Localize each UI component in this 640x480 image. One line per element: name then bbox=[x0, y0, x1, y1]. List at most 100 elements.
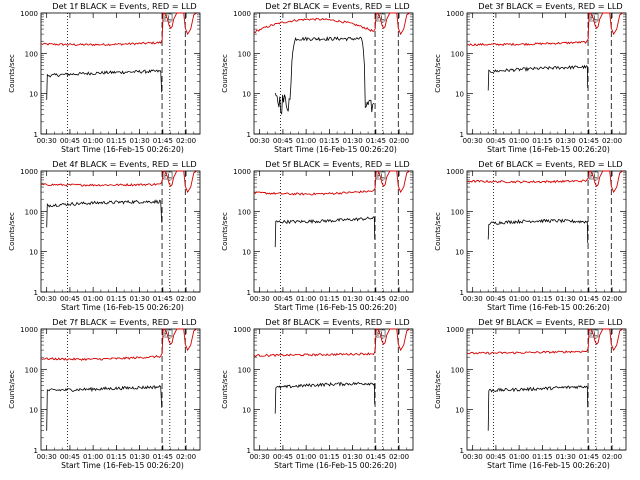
flare-flag-label: FL bbox=[590, 14, 598, 22]
x-tick-label: 00:45 bbox=[273, 137, 293, 145]
events-series-line bbox=[46, 69, 163, 100]
y-tick-label: 100 bbox=[25, 50, 38, 58]
x-tick-label: 02:00 bbox=[389, 295, 409, 303]
plot-frame bbox=[253, 170, 414, 293]
y-axis-label: Counts/sec bbox=[221, 370, 229, 409]
lld-series-line bbox=[254, 170, 411, 196]
y-tick-label: 1000 bbox=[20, 10, 38, 18]
y-axis-label: Counts/sec bbox=[8, 370, 16, 409]
y-tick-label: 100 bbox=[238, 366, 251, 374]
x-axis-label: Start Time (16-Feb-15 00:26:20) bbox=[61, 461, 184, 470]
x-tick-label: 00:45 bbox=[273, 453, 293, 461]
lld-series-line bbox=[467, 170, 624, 194]
x-axis-label: Start Time (16-Feb-15 00:26:20) bbox=[61, 145, 184, 154]
y-tick-label: 1000 bbox=[233, 326, 251, 334]
x-tick-label: 01:15 bbox=[319, 295, 339, 303]
x-axis-label: Start Time (16-Feb-15 00:26:20) bbox=[274, 461, 397, 470]
x-tick-label: 01:00 bbox=[296, 295, 316, 303]
x-tick-label: 00:45 bbox=[273, 295, 293, 303]
x-axis-label: Start Time (16-Feb-15 00:26:20) bbox=[487, 303, 610, 312]
y-axis-label: Counts/sec bbox=[221, 212, 229, 251]
x-tick-label: 00:30 bbox=[37, 295, 57, 303]
y-axis-label: Counts/sec bbox=[8, 212, 16, 251]
x-tick-label: 00:30 bbox=[250, 453, 270, 461]
flare-flag-label: FL bbox=[377, 14, 385, 22]
y-tick-label: 1000 bbox=[233, 168, 251, 176]
x-tick-label: 01:00 bbox=[509, 137, 529, 145]
plot-frame bbox=[253, 12, 414, 135]
panel-title: Det 2f BLACK = Events, RED = LLD bbox=[265, 1, 409, 11]
panel-title: Det 7f BLACK = Events, RED = LLD bbox=[52, 317, 196, 327]
panel-4: Det 4f BLACK = Events, RED = LLD Counts/s… bbox=[8, 159, 201, 312]
flare-flag-label: FL bbox=[164, 330, 172, 338]
y-tick-label: 1 bbox=[460, 131, 464, 139]
x-tick-label: 01:15 bbox=[319, 453, 339, 461]
y-tick-label: 1000 bbox=[20, 326, 38, 334]
y-axis-label: Counts/sec bbox=[434, 54, 442, 93]
x-tick-label: 01:30 bbox=[130, 137, 150, 145]
flare-flag-label: FL bbox=[164, 14, 172, 22]
panel-6: Det 6f BLACK = Events, RED = LLD Counts/s… bbox=[434, 159, 627, 312]
y-tick-label: 1 bbox=[247, 447, 251, 455]
x-tick-label: 01:00 bbox=[83, 453, 103, 461]
lld-series-line bbox=[254, 12, 411, 36]
y-tick-label: 10 bbox=[29, 407, 38, 415]
y-tick-label: 100 bbox=[238, 208, 251, 216]
events-series-line bbox=[487, 218, 589, 243]
x-axis-label: Start Time (16-Feb-15 00:26:20) bbox=[487, 145, 610, 154]
x-axis-label: Start Time (16-Feb-15 00:26:20) bbox=[61, 303, 184, 312]
lld-series-line bbox=[41, 12, 198, 47]
panel-title: Det 8f BLACK = Events, RED = LLD bbox=[265, 317, 409, 327]
y-tick-label: 1000 bbox=[446, 326, 464, 334]
y-tick-label: 10 bbox=[242, 91, 251, 99]
y-tick-label: 1 bbox=[34, 447, 38, 455]
flare-flag-label: FL bbox=[377, 172, 385, 180]
y-tick-label: 100 bbox=[451, 366, 464, 374]
y-tick-label: 10 bbox=[242, 407, 251, 415]
y-tick-label: 1 bbox=[247, 289, 251, 297]
y-tick-label: 10 bbox=[29, 249, 38, 257]
lld-series-line bbox=[41, 170, 198, 194]
plot-frame bbox=[466, 170, 627, 293]
flare-flag-label: FL bbox=[164, 172, 172, 180]
x-tick-label: 01:15 bbox=[532, 137, 552, 145]
y-tick-label: 100 bbox=[238, 50, 251, 58]
y-axis-label: Counts/sec bbox=[8, 54, 16, 93]
x-tick-label: 00:45 bbox=[60, 137, 80, 145]
y-tick-label: 100 bbox=[25, 366, 38, 374]
x-tick-label: 00:30 bbox=[37, 453, 57, 461]
flare-flag-label: FL bbox=[377, 330, 385, 338]
events-series-line bbox=[46, 384, 163, 431]
x-tick-label: 01:45 bbox=[366, 137, 386, 145]
x-tick-label: 00:45 bbox=[486, 137, 506, 145]
panel-3: Det 3f BLACK = Events, RED = LLD Counts/s… bbox=[434, 1, 627, 154]
panel-title: Det 4f BLACK = Events, RED = LLD bbox=[52, 159, 196, 169]
x-tick-label: 01:45 bbox=[579, 137, 599, 145]
x-tick-label: 01:00 bbox=[509, 295, 529, 303]
panel-5: Det 5f BLACK = Events, RED = LLD Counts/s… bbox=[221, 159, 414, 312]
x-tick-label: 00:30 bbox=[463, 295, 483, 303]
x-tick-label: 02:00 bbox=[176, 137, 196, 145]
y-tick-label: 1000 bbox=[233, 10, 251, 18]
x-tick-label: 02:00 bbox=[602, 137, 622, 145]
y-tick-label: 1 bbox=[34, 131, 38, 139]
panel-2: Det 2f BLACK = Events, RED = LLD Counts/s… bbox=[221, 1, 414, 154]
plot-frame bbox=[466, 328, 627, 451]
x-tick-label: 02:00 bbox=[389, 137, 409, 145]
x-tick-label: 01:30 bbox=[343, 453, 363, 461]
y-tick-label: 100 bbox=[451, 50, 464, 58]
y-tick-label: 10 bbox=[455, 91, 464, 99]
x-tick-label: 01:15 bbox=[319, 137, 339, 145]
y-axis-label: Counts/sec bbox=[221, 54, 229, 93]
plot-frame bbox=[40, 170, 201, 293]
lld-series-line bbox=[41, 328, 198, 362]
x-axis-label: Start Time (16-Feb-15 00:26:20) bbox=[487, 461, 610, 470]
x-tick-label: 01:00 bbox=[83, 295, 103, 303]
panel-9: Det 9f BLACK = Events, RED = LLD Counts/s… bbox=[434, 317, 627, 470]
y-tick-label: 100 bbox=[451, 208, 464, 216]
x-tick-label: 01:15 bbox=[106, 137, 126, 145]
plot-frame bbox=[466, 12, 627, 135]
x-tick-label: 02:00 bbox=[176, 295, 196, 303]
panel-title: Det 9f BLACK = Events, RED = LLD bbox=[478, 317, 622, 327]
